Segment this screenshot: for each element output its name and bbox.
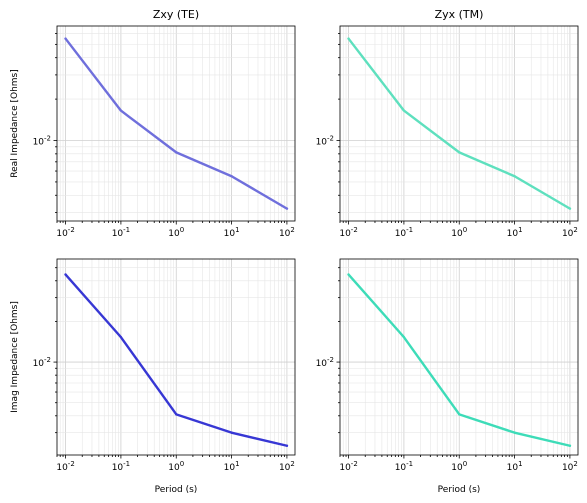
y-tick-label: 10-2: [33, 356, 51, 369]
data-point: [347, 37, 350, 40]
data-point: [230, 431, 233, 434]
grid: [339, 259, 578, 455]
y-axis: 10-2: [33, 267, 57, 434]
x-tick-label: 10-2: [339, 460, 357, 473]
x-tick-label: 10-1: [395, 460, 413, 473]
y-axis: 10-2: [316, 33, 340, 213]
x-tick-label: 101: [507, 460, 523, 473]
grid: [56, 26, 295, 221]
x-tick-label: 100: [451, 226, 467, 239]
x-tick-label: 10-1: [395, 226, 413, 239]
data-point: [119, 335, 123, 339]
x-axis: 10-2 10-1 100 101 102: [339, 455, 578, 473]
x-tick-label: 102: [562, 226, 578, 239]
data-point: [285, 444, 289, 447]
x-tick-label: 10-2: [56, 226, 74, 239]
data-point: [285, 207, 289, 210]
y-axis-label: Imag Impedance [Ohms]: [10, 301, 20, 413]
x-tick-label: 100: [451, 460, 467, 473]
x-tick-label: 101: [224, 226, 240, 239]
subplot-4: 10-2 10-1 100 101 102 10-2 Period (s): [316, 258, 579, 495]
x-tick-label: 100: [168, 460, 184, 473]
data-point: [568, 444, 572, 447]
y-tick-label: 10-2: [316, 135, 334, 148]
data-point: [175, 413, 178, 416]
x-tick-label: 10-1: [112, 460, 130, 473]
grid: [56, 259, 295, 455]
panel-title: Zyx (TM): [435, 8, 484, 21]
y-tick-label: 10-2: [316, 356, 334, 369]
x-tick-label: 10-2: [56, 460, 74, 473]
data-point: [402, 109, 406, 112]
data-point: [64, 273, 67, 276]
x-tick-label: 10-1: [112, 226, 130, 239]
x-axis: 10-2 10-1 100 101 102: [56, 455, 295, 473]
y-tick-label: 10-2: [33, 135, 51, 148]
x-tick-label: 102: [279, 460, 295, 473]
x-tick-label: 101: [507, 226, 523, 239]
y-axis-label: Real Impedance [Ohms]: [10, 69, 20, 177]
subplot-3: 10-2 10-1 100 101 102 10-2 Period (s) Imag Impe…: [10, 258, 296, 495]
x-tick-label: 100: [168, 226, 184, 239]
x-axis-label: Period (s): [155, 485, 198, 495]
subplot-1: 10-2 10-1 100 101 102 10-2 Zxy (TE) Real Impeda…: [10, 8, 296, 239]
x-axis: 10-2 10-1 100 101 102: [339, 221, 578, 239]
data-point: [64, 37, 67, 40]
data-point: [513, 175, 516, 178]
grid: [339, 26, 578, 221]
data-point: [402, 335, 406, 339]
data-point: [347, 273, 350, 276]
data-point: [230, 175, 233, 178]
x-tick-label: 10-2: [339, 226, 357, 239]
x-tick-label: 102: [279, 226, 295, 239]
x-axis: 10-2 10-1 100 101 102: [56, 221, 295, 239]
data-point: [568, 207, 572, 210]
x-axis-label: Period (s): [438, 485, 481, 495]
x-tick-label: 102: [562, 460, 578, 473]
data-point: [119, 109, 123, 112]
data-point: [175, 151, 178, 154]
data-point: [458, 151, 461, 154]
panel-title: Zxy (TE): [153, 8, 199, 21]
y-axis: 10-2: [33, 33, 57, 213]
data-point: [513, 431, 516, 434]
subplot-2: 10-2 10-1 100 101 102 10-2 Zyx (TM): [316, 8, 579, 239]
x-tick-label: 101: [224, 460, 240, 473]
y-axis: 10-2: [316, 267, 340, 434]
data-point: [458, 413, 461, 416]
